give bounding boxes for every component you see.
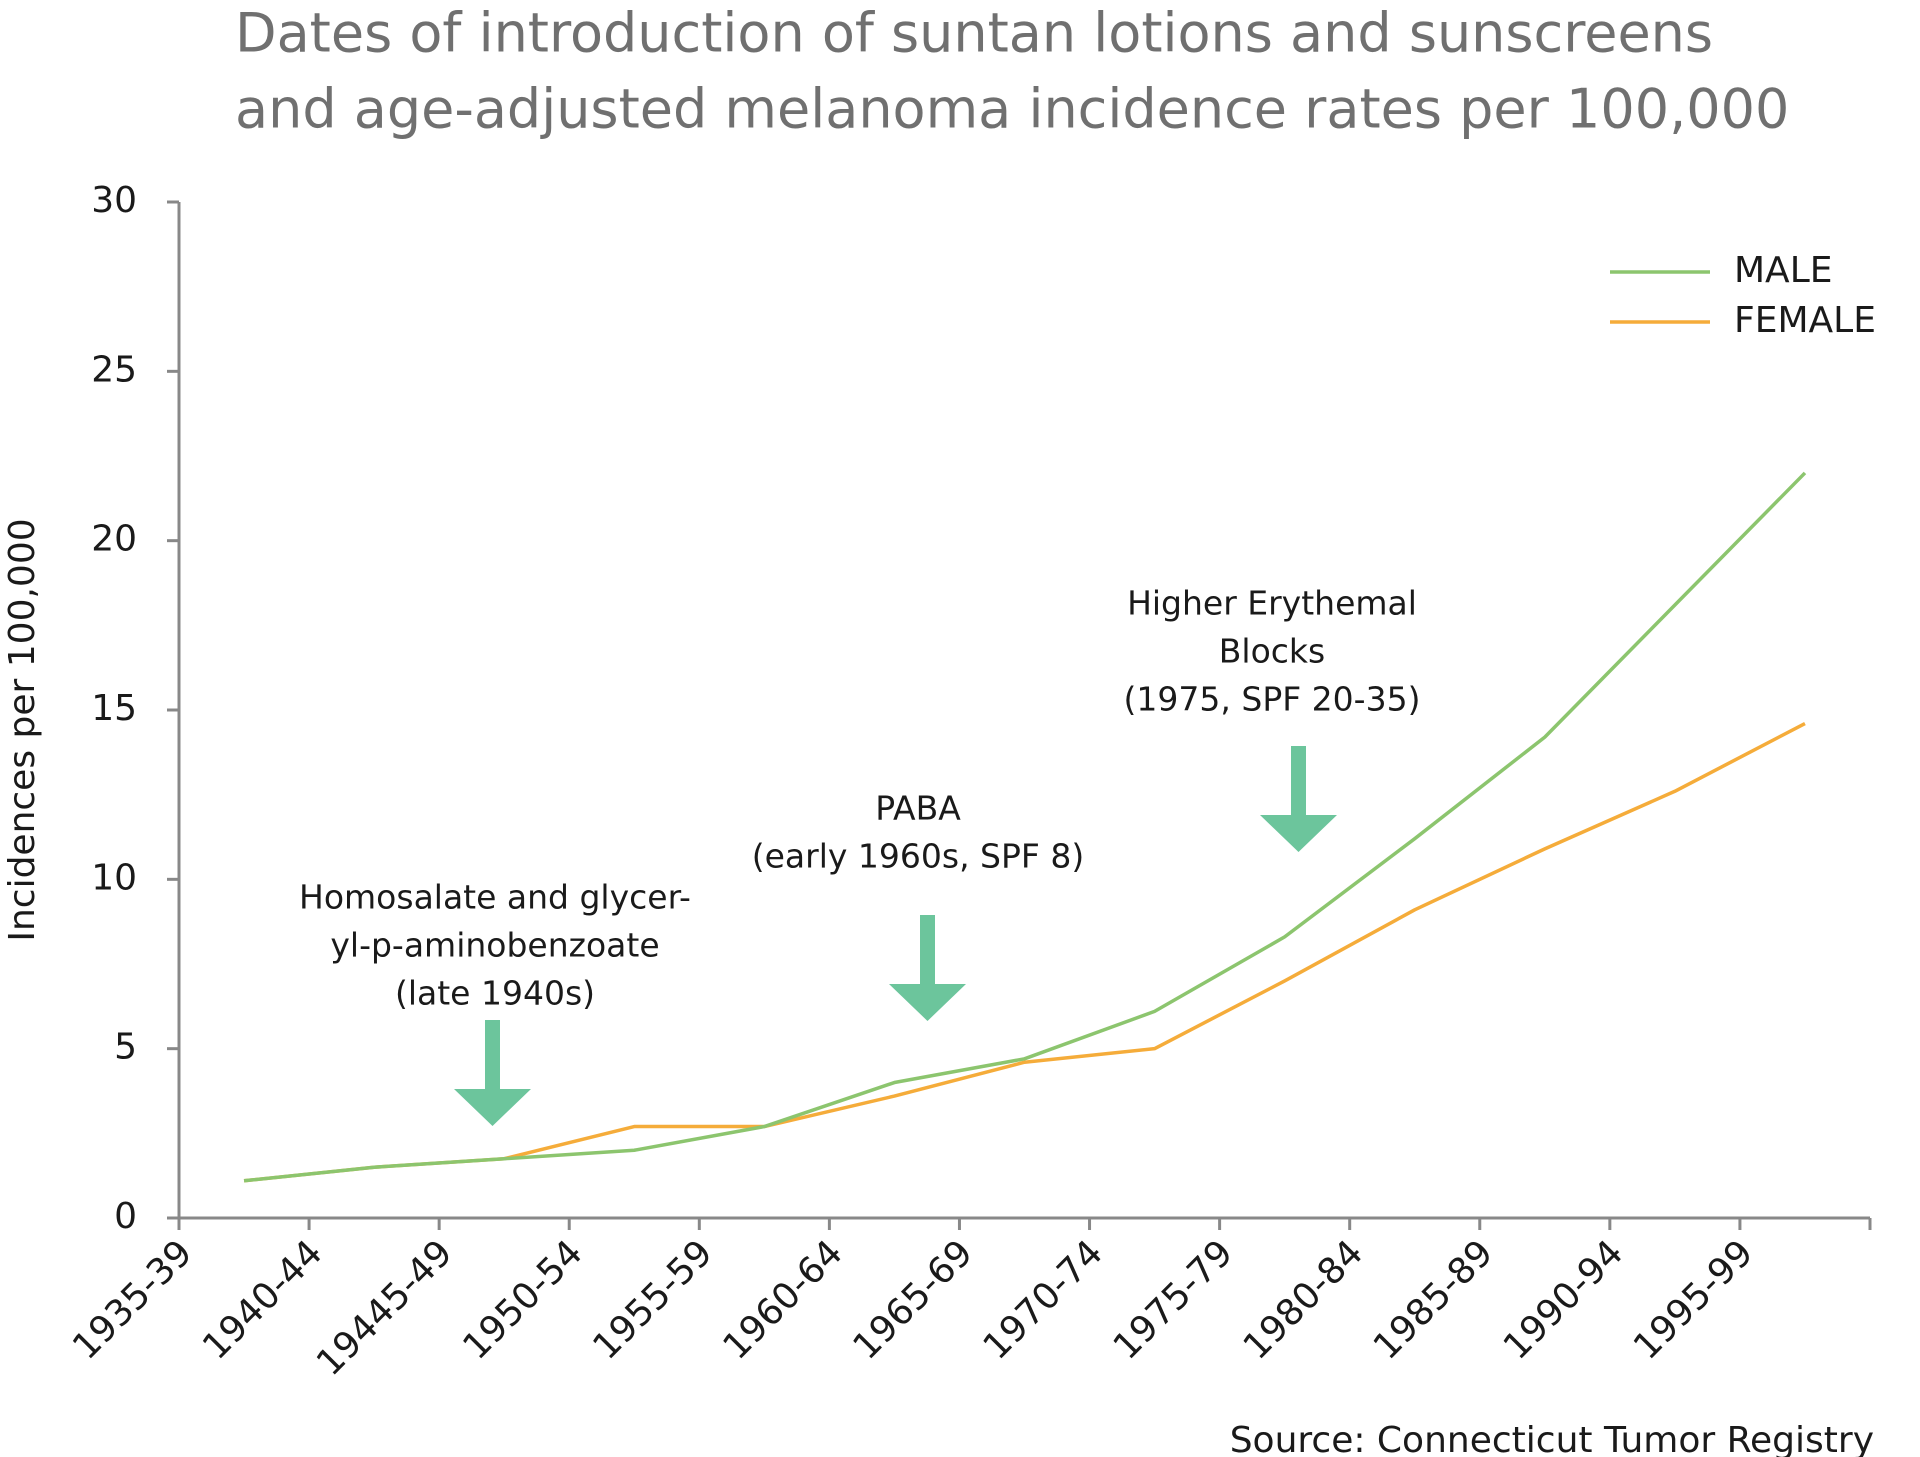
y-tick-label: 20: [91, 519, 137, 560]
x-tick-label: 1995-99: [1626, 1232, 1761, 1367]
x-tick-label: 1950-54: [455, 1232, 590, 1367]
x-tick-label: 1990-94: [1496, 1232, 1631, 1367]
y-tick-label: 0: [114, 1196, 137, 1237]
y-tick-label: 10: [91, 857, 137, 898]
x-tick-label: 1960-64: [715, 1232, 850, 1367]
legend-label: MALE: [1734, 250, 1833, 291]
annotation: yl-p-aminobenzoate: [330, 926, 659, 965]
x-tick-label: 1935-39: [65, 1232, 200, 1367]
x-tick-label: 19445-49: [309, 1232, 461, 1384]
annotation: Homosalate and glycer-: [299, 878, 691, 917]
x-tick-label: 1940-44: [195, 1232, 330, 1367]
x-tick-label: 1970-74: [976, 1232, 1111, 1367]
series-line: [243, 471, 1807, 1183]
legend-label: FEMALE: [1734, 300, 1876, 341]
y-axis-label: Incidences per 100,000: [2, 518, 43, 941]
annotation: (late 1940s): [395, 974, 595, 1013]
x-tick-label: 1985-89: [1366, 1232, 1501, 1367]
y-tick-label: 15: [91, 688, 137, 729]
annotation: PABA: [875, 789, 961, 828]
chart-title: and age-adjusted melanoma incidence rate…: [235, 78, 1789, 141]
annotation: (early 1960s, SPF 8): [752, 837, 1085, 876]
arrow: [889, 915, 966, 1021]
arrow: [1260, 746, 1337, 852]
x-tick-label: 1955-59: [585, 1232, 720, 1367]
annotation: (1975, SPF 20-35): [1124, 680, 1421, 719]
x-tick-label: 1980-84: [1236, 1232, 1371, 1367]
x-tick-label: 1975-79: [1106, 1232, 1241, 1367]
x-tick-label: 1965-69: [846, 1232, 981, 1367]
y-tick-label: 25: [91, 349, 137, 390]
annotation: Blocks: [1219, 632, 1325, 671]
y-tick-label: 5: [114, 1027, 137, 1068]
chart-title: Dates of introduction of suntan lotions …: [235, 2, 1713, 65]
annotation: Higher Erythemal: [1127, 584, 1417, 623]
source: Source: Connecticut Tumor Registry: [1230, 1420, 1874, 1457]
arrow: [454, 1020, 531, 1126]
y-tick-label: 30: [91, 180, 137, 221]
